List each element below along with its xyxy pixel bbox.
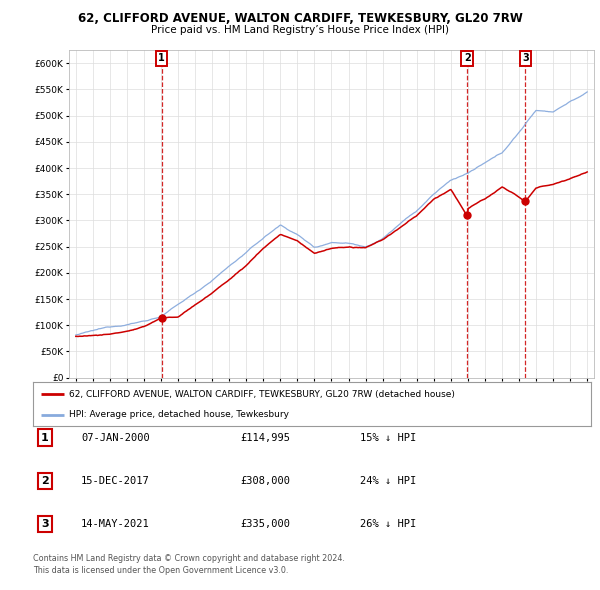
Text: 3: 3 xyxy=(41,519,49,529)
Text: 62, CLIFFORD AVENUE, WALTON CARDIFF, TEWKESBURY, GL20 7RW (detached house): 62, CLIFFORD AVENUE, WALTON CARDIFF, TEW… xyxy=(69,389,455,399)
Text: 26% ↓ HPI: 26% ↓ HPI xyxy=(360,519,416,529)
Text: £114,995: £114,995 xyxy=(240,433,290,442)
Text: £308,000: £308,000 xyxy=(240,476,290,486)
Text: 3: 3 xyxy=(522,53,529,63)
Text: This data is licensed under the Open Government Licence v3.0.: This data is licensed under the Open Gov… xyxy=(33,566,289,575)
Text: 14-MAY-2021: 14-MAY-2021 xyxy=(81,519,150,529)
Text: Contains HM Land Registry data © Crown copyright and database right 2024.: Contains HM Land Registry data © Crown c… xyxy=(33,555,345,563)
Text: HPI: Average price, detached house, Tewkesbury: HPI: Average price, detached house, Tewk… xyxy=(69,411,289,419)
Text: 2: 2 xyxy=(41,476,49,486)
Text: 62, CLIFFORD AVENUE, WALTON CARDIFF, TEWKESBURY, GL20 7RW: 62, CLIFFORD AVENUE, WALTON CARDIFF, TEW… xyxy=(77,12,523,25)
Text: 2: 2 xyxy=(464,53,470,63)
Text: £335,000: £335,000 xyxy=(240,519,290,529)
Text: 24% ↓ HPI: 24% ↓ HPI xyxy=(360,476,416,486)
Text: 1: 1 xyxy=(41,433,49,442)
Text: 07-JAN-2000: 07-JAN-2000 xyxy=(81,433,150,442)
Text: 15% ↓ HPI: 15% ↓ HPI xyxy=(360,433,416,442)
Text: 15-DEC-2017: 15-DEC-2017 xyxy=(81,476,150,486)
Text: 1: 1 xyxy=(158,53,165,63)
Text: Price paid vs. HM Land Registry’s House Price Index (HPI): Price paid vs. HM Land Registry’s House … xyxy=(151,25,449,35)
